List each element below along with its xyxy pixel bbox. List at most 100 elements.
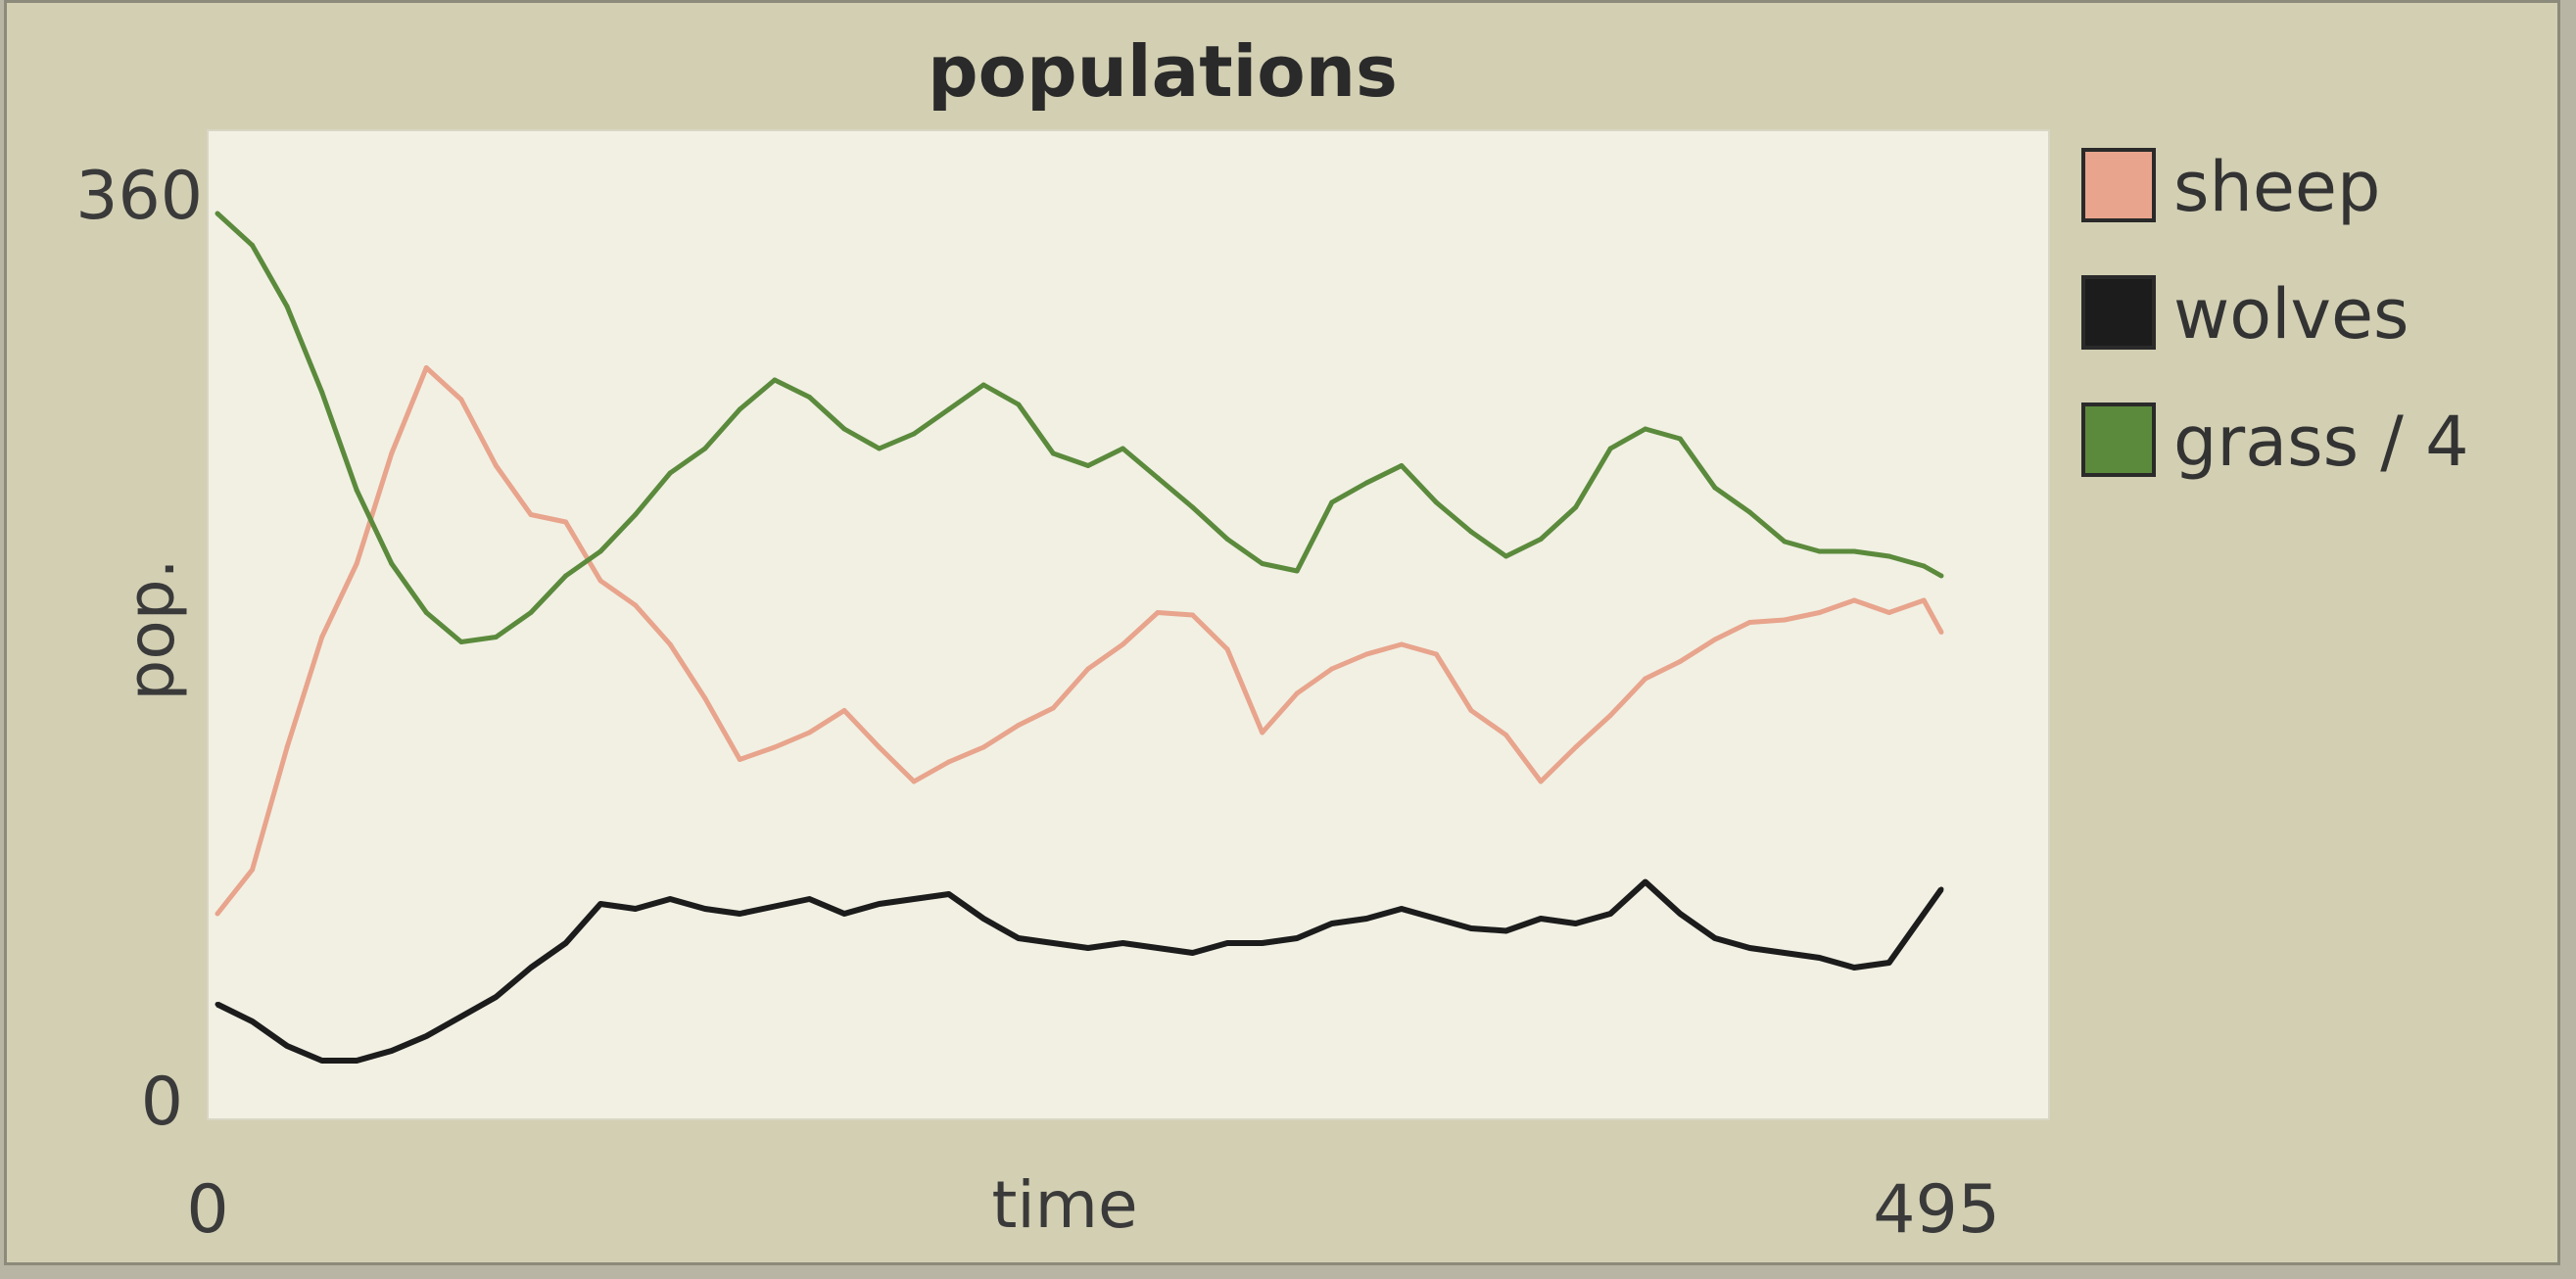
sheep-point xyxy=(1712,637,1718,642)
wolves-point xyxy=(1294,935,1300,941)
sheep-point xyxy=(1120,641,1125,647)
grass-4-point xyxy=(389,561,395,566)
x-axis-label: time xyxy=(991,1167,1137,1243)
grass-4-point xyxy=(806,395,812,400)
sheep-point xyxy=(737,757,742,762)
sheep-point xyxy=(1817,610,1823,615)
wolves-point xyxy=(215,1002,220,1007)
legend: sheep wolves grass / 4 xyxy=(2081,147,2469,482)
wolves-point xyxy=(1155,945,1161,951)
sheep-point xyxy=(1433,651,1439,657)
wolves-point xyxy=(563,940,569,946)
grass-4-point xyxy=(250,243,256,248)
y-axis-label: pop. xyxy=(114,558,189,700)
sheep-point xyxy=(1155,610,1161,615)
sheep-point xyxy=(1399,641,1405,647)
grass-4-point xyxy=(1886,553,1892,559)
legend-swatch-wolves xyxy=(2081,275,2156,350)
grass-4-point xyxy=(841,426,847,432)
sheep-point xyxy=(1260,730,1265,735)
grass-4-point xyxy=(667,470,673,476)
sheep-point xyxy=(389,450,395,456)
grass-4-point xyxy=(423,610,429,615)
wolves-point xyxy=(319,1058,325,1064)
sheep-point xyxy=(250,867,256,873)
wolves-point xyxy=(1363,916,1369,922)
sheep-point xyxy=(1677,659,1683,664)
grass-4-point xyxy=(1538,537,1544,542)
sheep-point xyxy=(980,744,986,750)
wolves-point xyxy=(1782,950,1788,956)
grass-4-point xyxy=(1782,539,1788,545)
grass-4-point xyxy=(1085,463,1091,468)
sheep-point xyxy=(1746,620,1752,625)
wolves-point xyxy=(1260,940,1265,946)
sheep-point xyxy=(1050,705,1056,711)
grass-4-point xyxy=(1050,450,1056,456)
wolves-point xyxy=(1329,921,1335,926)
populations-chart: populations 360 0 0 495 time pop. sheep w… xyxy=(75,30,2469,1249)
grass-4-point xyxy=(284,304,290,309)
legend-swatch-grass-4 xyxy=(2081,403,2156,477)
wolves-point xyxy=(1921,911,1927,917)
grass-4-point xyxy=(1224,537,1230,542)
wolves-point xyxy=(841,911,847,917)
sheep-point xyxy=(772,744,778,750)
plot-area xyxy=(207,129,2050,1120)
sheep-point xyxy=(597,578,603,584)
grass-4-point xyxy=(1155,475,1161,481)
grass-4-point xyxy=(354,488,359,493)
sheep-point xyxy=(1016,723,1022,728)
grass-4-point xyxy=(215,211,220,216)
y-tick-min: 0 xyxy=(141,1064,183,1141)
sheep-point xyxy=(1468,708,1474,713)
grass-4-point xyxy=(319,390,325,395)
series-layer xyxy=(215,211,1944,1064)
sheep-point xyxy=(1363,651,1369,657)
sheep-point xyxy=(563,519,569,525)
wolves-point xyxy=(1190,950,1196,956)
grass-4-point xyxy=(1573,504,1579,510)
grass-4-point xyxy=(528,610,534,615)
sheep-point xyxy=(493,463,499,468)
grass-4-point xyxy=(702,446,708,451)
grass-4-point xyxy=(1294,568,1300,574)
grass-4-point xyxy=(633,512,639,517)
wolves-point xyxy=(1085,945,1091,951)
grass-4-point xyxy=(1016,402,1022,407)
wolves-point xyxy=(1643,879,1648,884)
grass-4-point xyxy=(980,382,986,388)
wolves-point xyxy=(946,891,952,897)
grass-4-point xyxy=(911,431,917,437)
wolves-point xyxy=(423,1033,429,1039)
sheep-point xyxy=(911,779,917,784)
grass-4-point xyxy=(563,573,569,579)
sheep-point xyxy=(1643,676,1648,682)
legend-label-wolves: wolves xyxy=(2173,274,2409,355)
wolves-point xyxy=(250,1018,256,1024)
grass-4-point xyxy=(493,635,499,640)
wolves-point xyxy=(528,965,534,971)
grass-4-point xyxy=(597,548,603,554)
sheep-point xyxy=(1938,630,1944,635)
wolves-point xyxy=(493,994,499,1000)
wolves-point xyxy=(980,916,986,922)
sheep-point xyxy=(528,512,534,517)
sheep-point xyxy=(1851,597,1857,603)
grass-4-point xyxy=(458,640,464,644)
wolves-point xyxy=(458,1014,464,1019)
sheep-point xyxy=(1329,666,1335,672)
grass-4-point xyxy=(1329,499,1335,505)
wolves-point xyxy=(633,906,639,912)
grass-4-point xyxy=(1433,499,1439,505)
sheep-point xyxy=(354,561,359,566)
wolves-point xyxy=(702,906,708,912)
grass-4-point xyxy=(946,406,952,412)
wolves-point xyxy=(737,911,742,917)
grass-4-point xyxy=(1607,446,1613,451)
plot-widget: populations 360 0 0 495 time pop. sheep w… xyxy=(4,0,2560,1265)
wolves-point xyxy=(389,1048,395,1054)
sheep-point xyxy=(946,759,952,765)
wolves-point xyxy=(806,896,812,902)
grass-4-point xyxy=(877,446,883,451)
